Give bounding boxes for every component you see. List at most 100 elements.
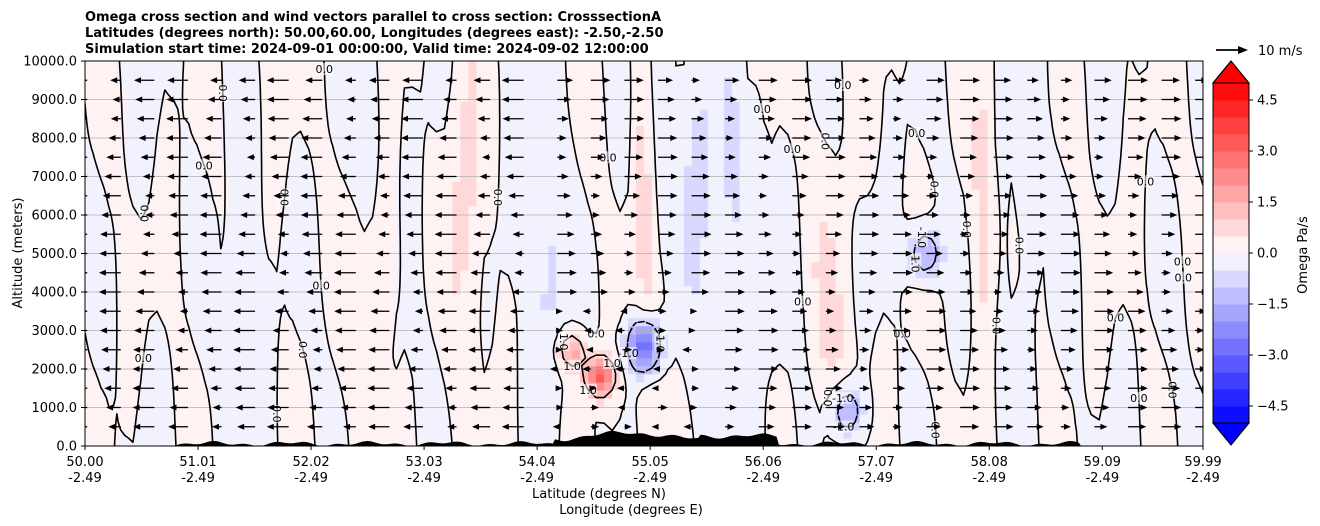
omega-cell <box>428 301 437 311</box>
omega-cell <box>763 253 773 263</box>
omega-cell <box>819 213 829 223</box>
omega-cell <box>324 189 334 198</box>
omega-cell <box>156 357 166 367</box>
omega-cell <box>835 405 845 415</box>
omega-cell <box>620 157 629 166</box>
omega-cell <box>739 269 749 279</box>
omega-cell <box>172 245 182 255</box>
omega-cell <box>843 237 853 247</box>
omega-cell <box>867 309 877 319</box>
omega-cell <box>644 309 653 319</box>
omega-cell <box>636 357 645 367</box>
omega-cell <box>947 269 957 279</box>
omega-cell <box>628 205 637 214</box>
omega-cell <box>276 181 286 190</box>
omega-cell <box>260 325 270 335</box>
omega-cell <box>939 229 949 239</box>
omega-cell <box>835 309 845 319</box>
omega-cell <box>843 317 853 327</box>
omega-cell <box>731 301 741 311</box>
omega-cell <box>92 237 102 247</box>
omega-cell <box>1043 245 1052 255</box>
omega-cell <box>1051 421 1060 431</box>
omega-cell <box>1051 213 1060 223</box>
omega-cell <box>252 405 262 415</box>
omega-cell <box>132 173 142 182</box>
omega-cell <box>1163 285 1172 295</box>
omega-cell <box>763 213 773 223</box>
omega-cell <box>428 373 437 383</box>
omega-cell <box>1155 189 1164 198</box>
omega-cell <box>156 277 166 287</box>
omega-cell <box>763 181 773 190</box>
omega-cell <box>644 301 653 311</box>
omega-cell <box>340 437 350 446</box>
omega-cell <box>763 261 773 271</box>
omega-cell <box>180 397 190 407</box>
omega-cell <box>420 381 429 391</box>
omega-cell <box>132 165 142 174</box>
omega-cell <box>572 237 581 247</box>
omega-cell <box>508 389 517 399</box>
omega-cell <box>771 229 781 239</box>
omega-cell <box>819 309 829 319</box>
omega-cell <box>324 253 334 263</box>
omega-cell <box>1027 165 1036 174</box>
omega-cell <box>452 373 461 383</box>
omega-cell <box>316 245 326 255</box>
omega-cell <box>867 285 877 295</box>
omega-cell <box>300 205 310 214</box>
omega-cell <box>516 373 525 383</box>
omega-cell <box>891 301 901 311</box>
omega-cell <box>747 277 757 287</box>
omega-cell <box>388 437 398 446</box>
omega-cell <box>699 301 709 311</box>
omega-cell <box>428 325 437 335</box>
omega-cell <box>1091 437 1100 446</box>
omega-cell <box>388 221 398 231</box>
omega-cell <box>939 373 949 383</box>
omega-cell <box>955 205 965 214</box>
omega-cell <box>683 245 693 255</box>
omega-cell <box>244 205 254 214</box>
omega-cell <box>1139 277 1148 287</box>
omega-cell <box>1187 373 1196 383</box>
omega-cell <box>348 397 358 407</box>
omega-cell <box>588 285 597 295</box>
omega-cell <box>907 357 917 367</box>
omega-cell <box>1035 245 1044 255</box>
omega-cell <box>1067 165 1076 174</box>
omega-cell <box>132 301 142 311</box>
omega-cell <box>452 229 461 239</box>
omega-cell <box>228 421 238 431</box>
omega-cell <box>316 221 326 231</box>
omega-cell <box>1019 301 1028 311</box>
omega-cell <box>196 285 206 295</box>
omega-cell <box>915 221 925 231</box>
omega-cell <box>1179 413 1188 423</box>
omega-cell <box>252 437 262 446</box>
omega-cell <box>380 389 390 399</box>
omega-cell <box>276 357 286 367</box>
omega-cell <box>1099 373 1108 383</box>
omega-cell <box>532 173 541 182</box>
omega-cell <box>1099 341 1108 351</box>
omega-cell <box>675 333 685 343</box>
omega-cell <box>380 429 390 439</box>
omega-cell <box>468 421 477 431</box>
omega-cell <box>308 381 318 391</box>
omega-cell <box>372 157 382 166</box>
omega-cell <box>1091 213 1100 223</box>
omega-cell <box>763 293 773 303</box>
omega-cell <box>532 181 541 190</box>
omega-cell <box>500 437 509 446</box>
omega-cell <box>124 397 134 407</box>
omega-cell <box>667 301 677 311</box>
omega-cell <box>300 189 310 198</box>
omega-cell <box>811 173 821 182</box>
omega-cell <box>580 205 589 214</box>
omega-cell <box>620 253 629 263</box>
omega-cell <box>1163 213 1172 223</box>
omega-cell <box>1123 221 1132 231</box>
omega-cell <box>244 373 254 383</box>
